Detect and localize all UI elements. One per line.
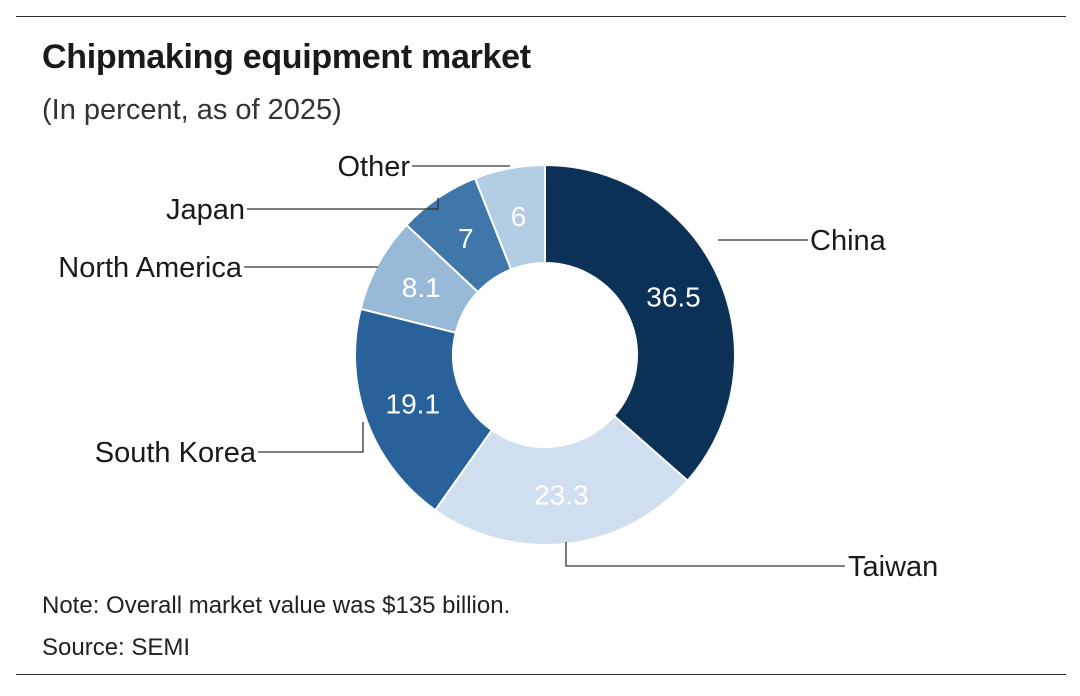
value-label-other: 6 — [511, 201, 527, 232]
category-label-japan: Japan — [166, 194, 245, 226]
chart-note: Note: Overall market value was $135 bill… — [42, 592, 511, 619]
leader-line-south-korea — [258, 422, 364, 453]
chart-title: Chipmaking equipment market — [42, 38, 531, 76]
category-label-south-korea: South Korea — [95, 437, 257, 469]
slice-taiwan — [433, 414, 689, 546]
bottom-rule — [16, 674, 1066, 675]
leader-lines — [244, 165, 845, 567]
donut-slices — [354, 163, 736, 546]
value-label-taiwan: 23.3 — [534, 480, 589, 511]
slice-south-korea — [354, 307, 494, 512]
chart-source: Source: SEMI — [42, 634, 191, 661]
category-labels: China Taiwan South Korea North America Japan… — [58, 151, 938, 583]
value-label-japan: 7 — [458, 223, 474, 254]
leader-line-taiwan — [565, 542, 845, 567]
category-label-north-america: North America — [58, 252, 243, 284]
leader-line-japan — [247, 198, 439, 210]
value-labels: 36.5 23.3 19.1 8.1 7 6 — [386, 201, 701, 511]
chart-subtitle: (In percent, as of 2025) — [42, 94, 342, 126]
value-label-north-america: 8.1 — [402, 272, 441, 303]
slice-other — [473, 163, 546, 271]
category-label-taiwan: Taiwan — [848, 551, 938, 583]
category-label-other: Other — [337, 151, 410, 183]
value-label-china: 36.5 — [646, 281, 701, 312]
slice-china — [544, 163, 736, 483]
top-rule — [16, 16, 1066, 17]
value-label-south-korea: 19.1 — [386, 389, 441, 420]
category-label-china: China — [810, 225, 887, 257]
